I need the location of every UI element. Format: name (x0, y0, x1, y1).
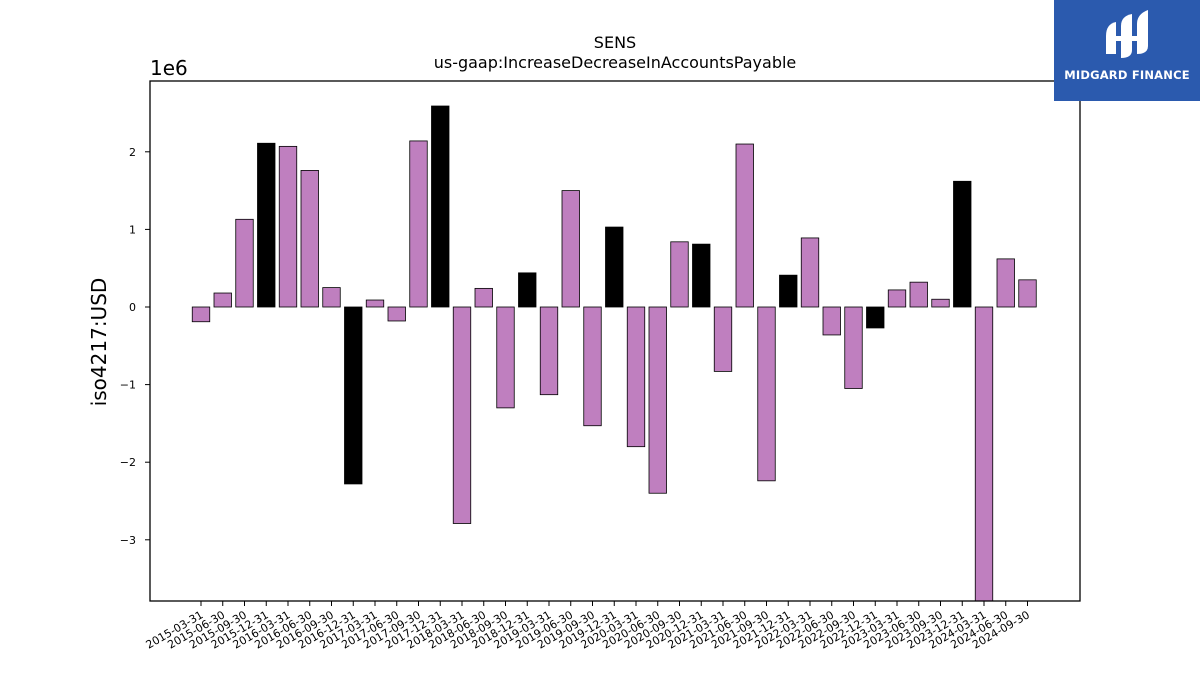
bar (235, 218, 254, 308)
bars (191, 105, 1037, 602)
bar (191, 306, 211, 323)
bar (452, 306, 472, 524)
y-scale-label: 1e6 (150, 56, 188, 80)
bar (648, 306, 667, 494)
midgard-logo-icon (1106, 10, 1148, 58)
bar (931, 298, 950, 308)
x-ticks: 2015-03-312015-06-302015-09-302015-12-31… (144, 601, 1032, 652)
bar (974, 306, 994, 602)
bar (1018, 279, 1037, 308)
bar (800, 237, 820, 308)
bar (779, 274, 798, 308)
bar (996, 258, 1015, 308)
bar (713, 306, 733, 372)
bar (278, 145, 298, 308)
bar (365, 299, 385, 308)
bar (909, 281, 928, 308)
brand-name: MIDGARD FINANCE (1064, 68, 1190, 82)
bar (583, 306, 602, 427)
y-tick-label: −3 (120, 534, 136, 547)
y-axis-label: iso4217:USD (87, 278, 111, 407)
bar (626, 306, 646, 448)
y-tick-label: −1 (120, 379, 136, 392)
chart-subtitle: us-gaap:IncreaseDecreaseInAccountsPayabl… (434, 53, 797, 72)
bar (344, 306, 363, 485)
bar (409, 140, 428, 308)
bar (257, 142, 276, 308)
brand-logo: MIDGARD FINANCE (1054, 0, 1200, 101)
chart-title: SENS (594, 33, 636, 52)
bar (757, 306, 776, 482)
bar (322, 287, 341, 308)
bar (496, 306, 515, 409)
bar (887, 289, 907, 308)
bar (735, 143, 754, 308)
y-tick-label: −2 (120, 456, 136, 469)
bar (822, 306, 841, 336)
bar (387, 306, 406, 322)
bar (692, 243, 711, 308)
y-ticks: 2 1 0 −1 −2 −3 (120, 146, 150, 547)
y-tick-label: 2 (129, 146, 136, 159)
bar (539, 306, 559, 396)
y-tick-label: 1 (129, 223, 136, 236)
bar (474, 287, 493, 308)
bar (670, 241, 689, 308)
y-tick-label: 0 (129, 301, 136, 314)
bar (953, 180, 972, 308)
bar (561, 190, 580, 308)
bar (866, 306, 885, 329)
bar (213, 292, 232, 308)
plot-frame (149, 80, 1081, 602)
bar (844, 306, 863, 389)
bar (300, 170, 319, 308)
bar (518, 272, 537, 308)
bar (605, 226, 624, 308)
bar (431, 105, 450, 308)
